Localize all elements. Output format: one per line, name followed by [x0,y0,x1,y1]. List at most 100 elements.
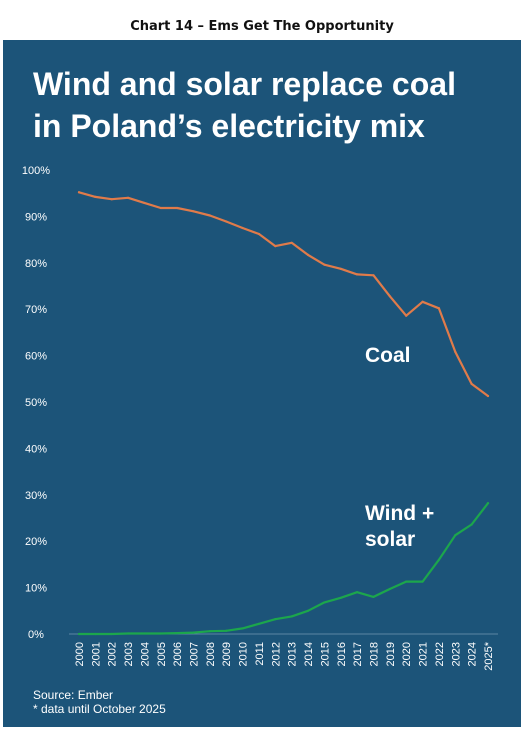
y-tick-label: 0% [28,629,44,641]
chart-title-line-1: Wind and solar replace coal [33,66,456,102]
coal-data-point [225,220,228,223]
x-tick-label: 2013 [287,642,299,666]
x-tick-label: 2019 [385,642,397,666]
coal-data-point [241,226,244,230]
wind-solar-data-point [176,631,179,635]
coal-data-point [421,300,424,303]
x-tick-label: 2011 [254,642,266,666]
wind-solar-data-point [143,632,146,635]
x-tick-label: 2022 [434,642,446,666]
y-tick-label: 10% [25,583,47,595]
x-tick-label: 2008 [205,642,217,666]
wind-solar-data-point [339,596,342,599]
wind-solar-data-point [274,618,277,621]
coal-data-point [306,253,310,257]
coal-data-point [176,206,179,210]
data-note-line: * data until October 2025 [33,702,166,716]
y-tick-label: 80% [25,258,47,270]
coal-data-point [274,244,277,248]
y-tick-label: 90% [25,211,47,223]
coal-data-point [159,206,162,210]
x-tick-label: 2016 [336,642,348,666]
x-tick-label: 2014 [303,642,315,666]
coal-data-point [290,241,293,244]
x-tick-label: 2025* [483,641,495,670]
coal-data-point [356,273,359,276]
x-tick-label: 2012 [270,642,282,666]
chart-panel: Wind and solar replace coal in Poland’s … [3,40,521,727]
coal-data-point [372,274,375,277]
x-tick-label: 2005 [156,642,168,666]
x-tick-label: 2009 [221,642,233,666]
coal-series-label: Coal [365,344,411,367]
coal-data-point [437,307,441,310]
wind-solar-data-point [421,580,424,583]
coal-data-point [192,210,195,213]
x-tick-label: 2024 [467,642,479,666]
y-tick-label: 50% [25,397,47,409]
wind-solar-data-point [290,615,293,618]
coal-data-point [143,201,146,205]
x-tick-label: 2004 [139,642,151,666]
wind-solar-series-line [77,502,490,636]
x-tick-label: 2006 [172,642,184,666]
x-tick-label: 2000 [74,642,86,666]
coal-data-point [110,198,113,201]
wind-solar-series-label: solar [365,528,415,551]
coal-data-point [208,214,211,217]
wind-solar-data-point [225,629,228,632]
x-tick-label: 2007 [189,642,201,666]
coal-data-point [388,295,391,298]
wind-solar-series-label: Wind + [365,502,434,525]
wind-solar-data-point [356,591,359,594]
coal-data-point [454,350,457,353]
wind-solar-data-point [110,632,113,636]
coal-data-point [486,394,490,398]
x-tick-label: 2002 [107,642,119,666]
y-tick-label: 60% [25,351,47,363]
coal-data-point [126,196,130,199]
x-tick-label: 2017 [352,642,364,666]
y-tick-label: 70% [25,304,47,316]
coal-data-point [405,314,408,317]
coal-series-line [77,191,490,398]
wind-solar-data-point [486,502,490,505]
x-tick-label: 2003 [123,642,135,666]
chart-source: Source: Ember * data until October 2025 [33,688,166,716]
y-tick-label: 30% [25,490,47,502]
y-tick-label: 100% [22,165,50,177]
wind-solar-data-point [388,587,391,591]
x-tick-label: 2015 [319,642,331,666]
wind-solar-data-point [126,632,130,635]
wind-solar-data-point [405,580,408,583]
chart-title-line-2: in Poland’s electricity mix [33,108,425,144]
wind-solar-data-point [257,622,261,625]
coal-data-point [77,191,81,194]
x-tick-label: 2020 [401,642,413,666]
wind-solar-data-point [372,595,375,598]
wind-solar-data-point [437,558,441,561]
x-tick-label: 2021 [418,642,430,666]
coal-data-point [339,267,342,270]
line-chart: 0% 10% 20% 30% 40% 50% 60% 70% 80% 90% 100% 2000 200… [22,165,498,671]
wind-solar-data-point [94,632,97,636]
wind-solar-data-point [241,627,244,630]
x-tick-label: 2023 [450,642,462,666]
source-line: Source: Ember [33,688,114,702]
wind-solar-data-point [208,630,211,633]
coal-data-point [94,195,97,199]
wind-solar-data-point [323,601,326,604]
wind-solar-data-point [159,632,162,635]
x-tick-label: 2001 [90,642,102,666]
coal-data-point [323,263,326,266]
chart-caption: Chart 14 – Ems Get The Opportunity [130,19,394,34]
wind-solar-data-point [192,631,195,634]
y-tick-label: 20% [25,536,47,548]
wind-solar-data-point [306,609,310,612]
x-tick-label: 2010 [238,642,250,666]
wind-solar-data-point [77,632,81,636]
x-tick-label: 2018 [368,642,380,666]
y-tick-label: 40% [25,443,47,455]
coal-data-point [257,232,261,236]
coal-data-point [470,382,473,386]
